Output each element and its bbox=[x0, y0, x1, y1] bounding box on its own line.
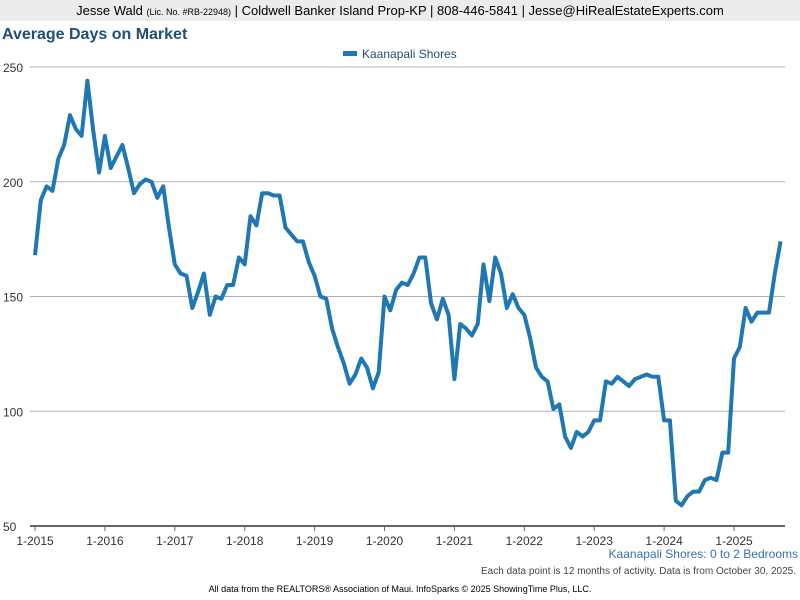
agent-name: Jesse Wald bbox=[76, 3, 143, 18]
x-tick-label: 1-2021 bbox=[436, 534, 474, 548]
y-tick-label: 150 bbox=[3, 291, 23, 305]
x-tick-label: 1-2019 bbox=[296, 534, 334, 548]
legend-label: Kaanapali Shores bbox=[362, 47, 457, 61]
y-tick-label: 200 bbox=[3, 176, 23, 190]
data-note: Each data point is 12 months of activity… bbox=[481, 566, 796, 577]
x-tick-label: 1-2016 bbox=[86, 534, 124, 548]
x-tick-label: 1-2022 bbox=[506, 534, 544, 548]
y-tick-label: 50 bbox=[3, 520, 17, 534]
x-tick-label: 1-2015 bbox=[16, 534, 54, 548]
chart-title: Average Days on Market bbox=[2, 26, 188, 43]
x-tick-label: 1-2024 bbox=[645, 534, 683, 548]
agent-contact: | Coldwell Banker Island Prop-KP | 808-4… bbox=[234, 3, 724, 18]
x-tick-label: 1-2023 bbox=[576, 534, 614, 548]
x-tick-label: 1-2017 bbox=[156, 534, 194, 548]
footer-credit: All data from the REALTORS® Association … bbox=[208, 584, 592, 594]
y-tick-label: 100 bbox=[3, 405, 23, 419]
x-tick-label: 1-2018 bbox=[226, 534, 264, 548]
legend-swatch bbox=[343, 51, 357, 56]
x-tick-label: 1-2025 bbox=[715, 534, 753, 548]
series-line-kaanapali-shores bbox=[33, 78, 783, 508]
chart-subtitle: Kaanapali Shores: 0 to 2 Bedrooms bbox=[608, 547, 798, 561]
agent-license: (Lic. No. #RB-22948) bbox=[146, 7, 232, 17]
agent-header: Jesse Wald (Lic. No. #RB-22948) | Coldwe… bbox=[0, 0, 800, 21]
x-tick-label: 1-2020 bbox=[366, 534, 404, 548]
y-tick-label: 250 bbox=[3, 61, 23, 75]
